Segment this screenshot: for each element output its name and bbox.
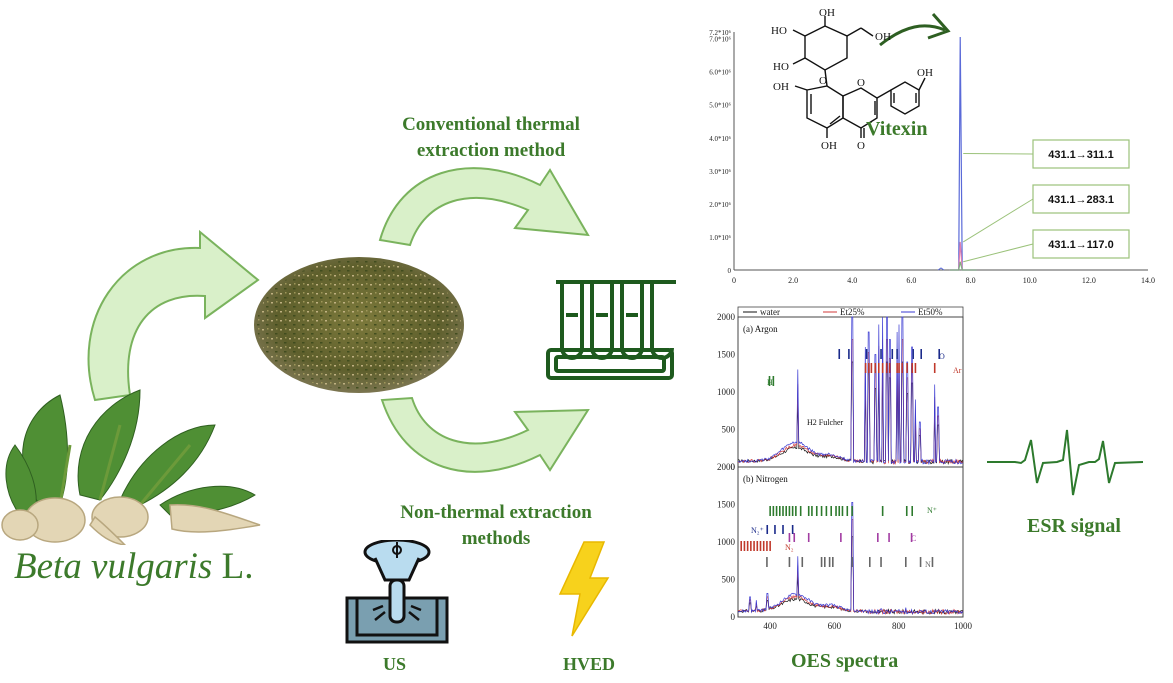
- svg-text:OH: OH: [819, 8, 835, 19]
- us-label: US: [383, 654, 407, 674]
- oes-label: OES spectra: [791, 650, 899, 672]
- ms-y-tick: 6.0*10⁶: [709, 69, 731, 77]
- vitexin-structure: OH HO HO OH O OH OH O OH O: [771, 8, 933, 152]
- ms-callout-box: [1032, 229, 1130, 259]
- ann-h2-fulcher: H2 Fulcher: [807, 418, 844, 427]
- lightning-icon: [558, 541, 610, 637]
- oes-x-tick: 400: [763, 621, 777, 631]
- conventional-method-label: Conventional thermal extraction method: [376, 112, 606, 164]
- ms-series-trace: [949, 261, 977, 271]
- legend-et50: Et50%: [918, 307, 943, 317]
- svg-text:OH: OH: [821, 140, 837, 152]
- ms-y-tick: 1.0*10⁶: [709, 234, 731, 242]
- ms-y-tick: 5.0*10⁶: [709, 102, 731, 110]
- oes-y-tick: 1500: [717, 500, 736, 510]
- ms-chromatogram: 0 1.0*10⁶ 2.0*10⁶ 3.0*10⁶ 4.0*10⁶ 5.0*10⁶ 6.0*…: [709, 29, 1155, 285]
- svg-text:O: O: [857, 77, 865, 89]
- conventional-line1: Conventional thermal: [402, 114, 580, 135]
- ann-h: H: [767, 378, 773, 387]
- svg-text:OH: OH: [917, 67, 933, 79]
- ann-n: N: [925, 560, 931, 569]
- svg-text:OH: OH: [773, 81, 789, 93]
- esr-label: ESR signal: [1027, 515, 1121, 537]
- ann-c: C: [911, 534, 916, 543]
- arrow-nonthermal: [380, 396, 590, 473]
- vitexin-label: Vitexin: [866, 118, 928, 140]
- sugar-beet-image: [1, 389, 261, 545]
- ann-o: O: [939, 352, 945, 361]
- panel-argon-label: (a) Argon: [743, 324, 778, 334]
- ms-series-trace: [949, 241, 977, 271]
- ms-callout-box: [1032, 139, 1130, 169]
- ms-callout-label: 431.1→117.0: [1048, 239, 1113, 251]
- ms-y-tick: 7.2*10⁶: [709, 29, 731, 37]
- svg-text:O: O: [819, 75, 827, 87]
- oes-x-tick: 800: [892, 621, 906, 631]
- oes-nitrogen-line: [737, 501, 964, 615]
- nonthermal-line2: methods: [461, 528, 531, 549]
- svg-text:OH: OH: [875, 31, 891, 43]
- ms-callout-line: [963, 152, 1034, 155]
- svg-text:HO: HO: [773, 61, 789, 73]
- nonthermal-method-label: Non-thermal extraction methods: [376, 500, 616, 552]
- ms-y-tick: 3.0*10⁶: [709, 168, 731, 176]
- dried-powder-image: [254, 257, 464, 393]
- oes-x-tick: 1000: [954, 621, 973, 631]
- ms-y-tick: 0: [728, 267, 732, 275]
- oes-y-tick: 1000: [717, 537, 736, 547]
- ms-callout-box: [1032, 184, 1130, 214]
- ms-x-tick: 12.0: [1082, 276, 1096, 285]
- ann-ar: Ar: [953, 366, 962, 375]
- oes-y-tick: 0: [731, 612, 736, 622]
- arrow-beet-to-powder: [87, 229, 260, 402]
- nonthermal-line1: Non-thermal extraction: [400, 502, 592, 523]
- ann-n-plus: N⁺: [927, 506, 937, 515]
- conventional-line2: extraction method: [416, 140, 566, 161]
- oes-y-tick: 1000: [717, 387, 736, 397]
- oes-argon-line: [738, 339, 963, 465]
- ms-callout-label: 431.1→311.1: [1048, 149, 1113, 161]
- svg-text:O: O: [857, 140, 865, 152]
- ms-x-tick: 6.0: [906, 276, 916, 285]
- oes-y-tick: 0: [731, 462, 736, 472]
- ann-n2-plus: N₂⁺: [751, 526, 764, 535]
- oes-argon-line: [737, 316, 963, 466]
- ms-x-tick: 4.0: [847, 276, 857, 285]
- esr-signal-plot: [987, 429, 1144, 496]
- hved-label: HVED: [563, 654, 616, 674]
- arrow-molecule: [879, 24, 946, 47]
- ms-minor-peak: [937, 267, 945, 271]
- oes-y-tick: 2000: [717, 312, 736, 322]
- oes-y-tick: 1500: [717, 350, 736, 360]
- oes-spectra-chart: water Et25% Et50% (a) Argon (b) Nitrogen…: [717, 306, 973, 631]
- ms-x-tick: 8.0: [966, 276, 976, 285]
- ann-n2: N₂: [785, 543, 794, 552]
- species-suffix: L.: [212, 546, 254, 587]
- ms-callout-label: 431.1→283.1: [1048, 194, 1114, 206]
- test-tubes-icon: [546, 280, 676, 380]
- ms-x-tick: 14.0: [1141, 276, 1155, 285]
- species-label: Beta vulgaris L.: [14, 545, 253, 588]
- ms-x-tick: 0: [732, 276, 736, 285]
- panel-nitrogen-label: (b) Nitrogen: [743, 474, 788, 484]
- oes-x-tick: 600: [828, 621, 842, 631]
- ms-x-tick: 10.0: [1023, 276, 1037, 285]
- species-italic: Beta vulgaris: [14, 546, 213, 587]
- oes-y-tick: 500: [722, 425, 736, 435]
- oes-y-tick: 500: [722, 575, 736, 585]
- ms-x-tick: 2.0: [788, 276, 798, 285]
- ultrasound-icon: [345, 540, 449, 644]
- legend-et25: Et25%: [840, 307, 865, 317]
- ms-y-tick: 7.0*10⁶: [709, 36, 731, 44]
- svg-text:HO: HO: [771, 25, 787, 37]
- oes-y-tick: 2000: [717, 462, 736, 472]
- legend-water: water: [760, 307, 780, 317]
- ms-callout-line: [962, 198, 1034, 243]
- esr-signal-trace: [987, 429, 1144, 496]
- arrow-conventional: [378, 167, 590, 247]
- ms-y-tick: 4.0*10⁶: [709, 135, 731, 143]
- ms-callout-line: [963, 243, 1034, 263]
- ms-y-tick: 2.0*10⁶: [709, 201, 731, 209]
